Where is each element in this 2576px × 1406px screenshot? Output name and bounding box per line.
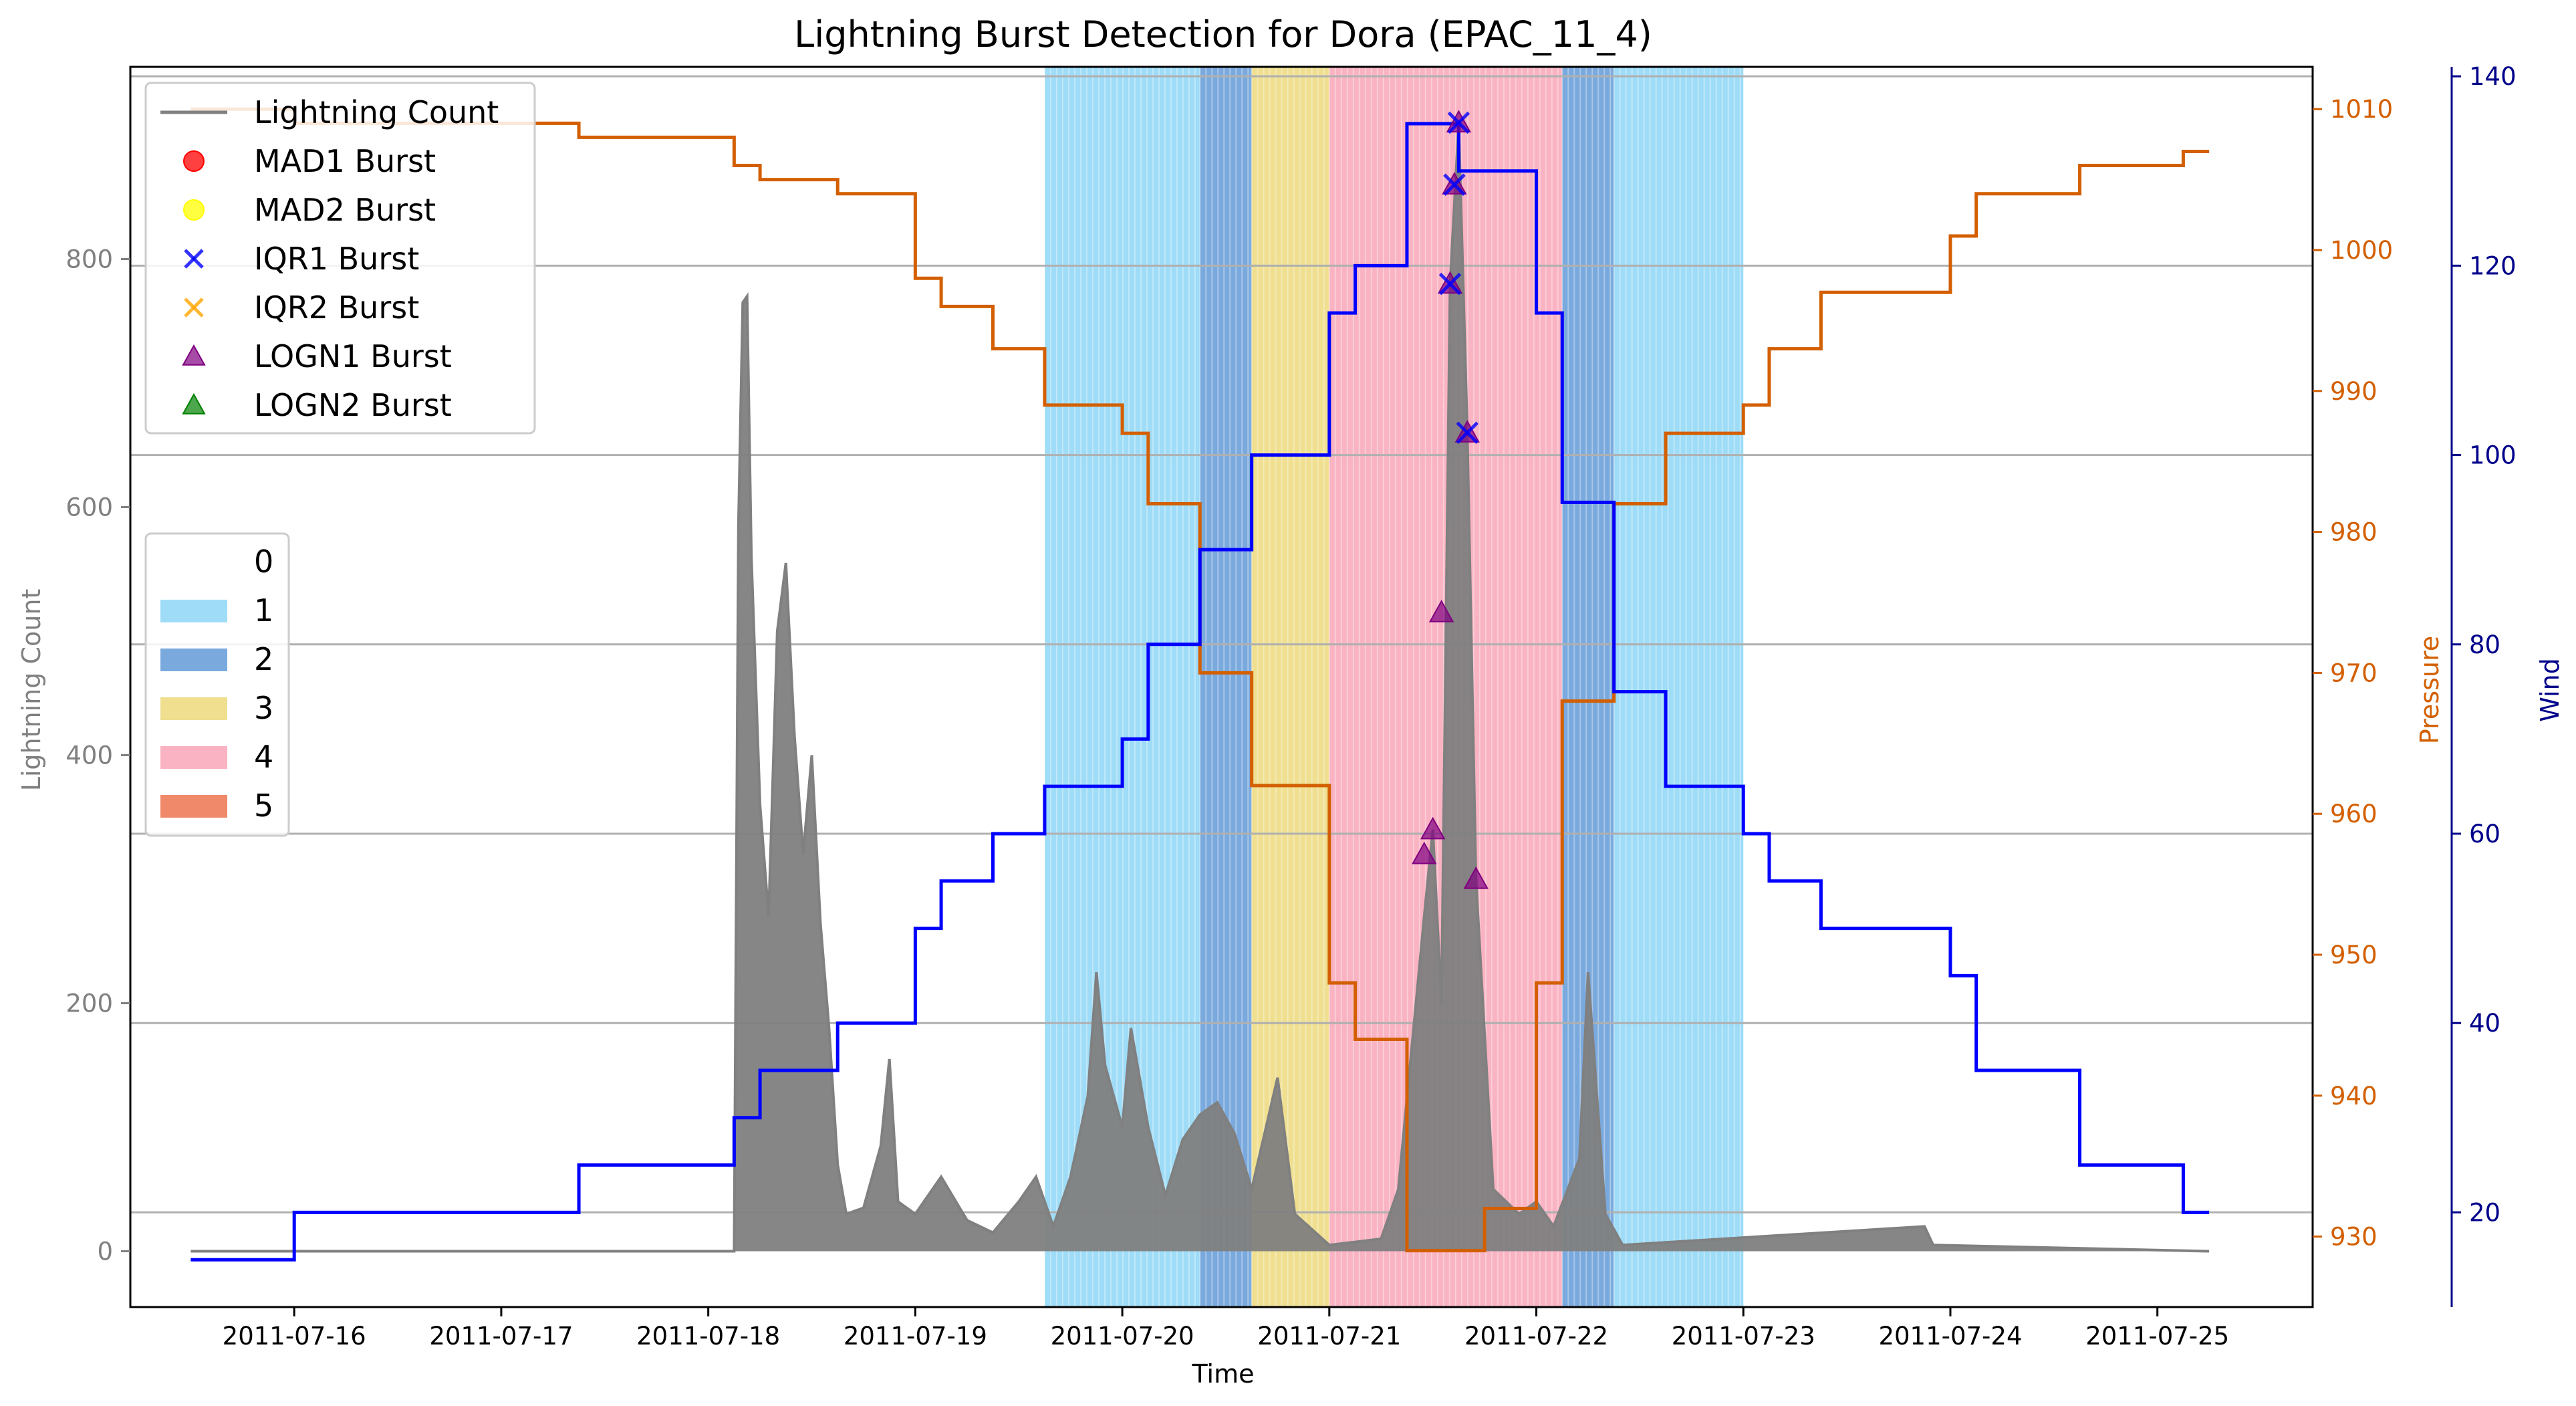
legend-categories: 0 1 2 3 4 5 <box>144 532 290 837</box>
y2-tick-label: 960 <box>2330 800 2377 828</box>
logn1-marker <box>1463 866 1489 889</box>
axes: 2011-07-16 2011-07-17 2011-07-18 2011-07-19… <box>66 62 2516 1351</box>
legend-circle-swatch <box>183 150 205 172</box>
legend-category-swatch <box>160 697 227 720</box>
logn1-marker <box>1428 600 1454 622</box>
legend-label: IQR2 Burst <box>254 289 419 326</box>
y-axis-label: Lightning Count <box>17 589 46 792</box>
legend-label: 4 <box>254 739 273 775</box>
legend-label: 0 <box>254 544 273 580</box>
y2-tick-label: 970 <box>2330 659 2377 687</box>
y3-tick-label: 60 <box>2469 820 2500 848</box>
legend-label: MAD1 Burst <box>254 143 436 179</box>
y3-tick-label: 80 <box>2469 630 2500 659</box>
y-tick-label: 600 <box>66 493 113 522</box>
y2-axis-label: Pressure <box>2415 636 2444 744</box>
y3-tick-label: 20 <box>2469 1198 2500 1227</box>
legend-label: 5 <box>254 788 273 824</box>
y2-tick-label: 980 <box>2330 518 2377 547</box>
plot-frame <box>129 66 2314 1308</box>
pressure-line <box>190 107 2210 1253</box>
x-tick-label: 2011-07-16 <box>223 1322 366 1351</box>
legend-label: Lightning Count <box>254 94 499 130</box>
lightning-line <box>190 122 2210 1253</box>
y-tick-label: 200 <box>66 989 113 1018</box>
y2-tick-label: 1010 <box>2330 95 2393 124</box>
x-stroke <box>184 249 204 269</box>
legend-label: LOGN2 Burst <box>254 387 452 423</box>
legend-x-swatch <box>184 298 204 318</box>
y2-tick-label: 940 <box>2330 1082 2377 1110</box>
iqr1-marker <box>1443 173 1466 196</box>
y2-tick-label: 1000 <box>2330 236 2393 265</box>
category-band-3 <box>1251 67 1329 1307</box>
y-tick-label: 800 <box>66 245 113 274</box>
legend-category-swatch <box>160 795 227 818</box>
x-tick-label: 2011-07-18 <box>636 1322 780 1351</box>
legend-x-swatch <box>184 249 204 269</box>
x-tick-label: 2011-07-24 <box>1878 1322 2022 1351</box>
legend-label: 1 <box>254 592 273 628</box>
logn1-marker <box>1412 841 1437 864</box>
y3-tick-label: 40 <box>2469 1009 2500 1038</box>
x-axis-label: Time <box>1192 1359 1255 1389</box>
legend-label: 2 <box>254 641 273 677</box>
y3-axis-label: Wind <box>2535 658 2565 722</box>
x-tick-label: 2011-07-22 <box>1464 1322 1608 1351</box>
y3-tick-label: 140 <box>2469 62 2517 91</box>
iqr1-marker <box>1447 111 1470 134</box>
category-band-1 <box>1614 67 1744 1307</box>
legend-markers: Lightning Count MAD1 Burst MAD2 Burst IQR1 … <box>144 82 536 435</box>
wind-line <box>190 122 2210 1262</box>
x-stroke <box>1447 111 1470 134</box>
x-stroke <box>184 298 204 318</box>
y2-tick-label: 990 <box>2330 377 2377 406</box>
y2-tick-label: 930 <box>2330 1223 2377 1252</box>
y3-tick-label: 120 <box>2469 251 2517 280</box>
legend-label: IQR1 Burst <box>254 241 419 277</box>
x-tick-label: 2011-07-23 <box>1672 1322 1815 1351</box>
y-tick-label: 0 <box>97 1238 113 1266</box>
y3-tick-label: 100 <box>2469 441 2517 470</box>
line-series <box>190 107 2210 1262</box>
legend-triangle-swatch <box>182 344 206 366</box>
iqr1-marker <box>1438 272 1462 296</box>
legend-label: LOGN1 Burst <box>254 338 452 374</box>
legend-label: MAD2 Burst <box>254 192 436 228</box>
y-tick-label: 400 <box>66 741 113 770</box>
x-tick-label: 2011-07-17 <box>429 1322 573 1351</box>
lightning-series <box>190 122 2210 1253</box>
legend-category-swatch <box>160 746 227 769</box>
legend-category-swatch <box>160 649 227 671</box>
x-stroke <box>1438 272 1462 296</box>
legend-category-swatch <box>160 600 227 622</box>
category-band-1 <box>1044 67 1200 1307</box>
category-band-2 <box>1200 67 1252 1307</box>
iqr1-marker <box>1456 421 1479 444</box>
chart-title: Lightning Burst Detection for Dora (EPAC… <box>794 13 1652 55</box>
burst-markers <box>1412 110 1489 889</box>
x-tick-label: 2011-07-25 <box>2085 1322 2229 1351</box>
x-stroke <box>1456 421 1479 444</box>
legend-markers-box <box>144 82 536 435</box>
legend-label: 3 <box>254 690 273 726</box>
y2-tick-label: 950 <box>2330 941 2377 969</box>
x-tick-label: 2011-07-20 <box>1051 1322 1194 1351</box>
legend-triangle-swatch <box>182 392 206 415</box>
grid-lines <box>130 75 2313 1213</box>
legend-circle-swatch <box>183 199 205 221</box>
x-stroke <box>1443 173 1466 196</box>
logn1-marker <box>1420 816 1446 840</box>
x-tick-label: 2011-07-19 <box>844 1322 987 1351</box>
x-tick-label: 2011-07-21 <box>1257 1322 1401 1351</box>
